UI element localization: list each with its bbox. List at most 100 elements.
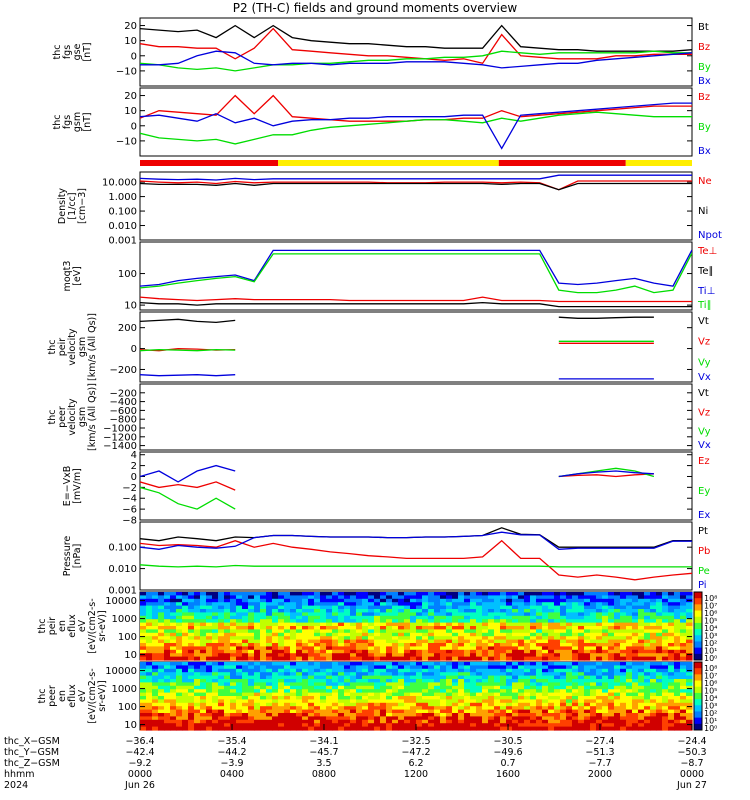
heatmap-cell [368,632,375,637]
heatmap-cell [320,605,327,610]
heatmap-cell [302,639,309,644]
heatmap-cell [500,716,507,721]
heatmap-cell [230,668,237,673]
heatmap-cell [482,598,489,603]
heatmap-cell [194,723,201,728]
heatmap-cell [566,719,573,724]
heatmap-cell [464,675,471,680]
heatmap-cell [200,702,207,707]
heatmap-cell [476,685,483,690]
heatmap-cell [146,629,153,634]
heatmap-cell [392,662,399,666]
heatmap-cell [386,709,393,714]
heatmap-cell [530,699,537,704]
heatmap-cell [248,719,255,724]
heatmap-cell [620,723,627,728]
heatmap-cell [248,726,255,731]
heatmap-cell [416,646,423,651]
heatmap-cell [578,682,585,687]
heatmap-cell [242,706,249,711]
heatmap-cell [656,706,663,711]
heatmap-cell [422,598,429,603]
heatmap-cell [284,615,291,620]
heatmap-cell [194,615,201,620]
heatmap-cell [608,602,615,607]
heatmap-cell [488,699,495,704]
heatmap-cell [602,672,609,677]
heatmap-cell [428,716,435,721]
heatmap-cell [254,675,261,680]
heatmap-cell [608,612,615,617]
heatmap-cell [440,675,447,680]
heatmap-cell [158,685,165,690]
heatmap-cell [524,619,531,624]
heatmap-cell [338,689,345,694]
heatmap-cell [458,692,465,697]
heatmap-cell [254,662,261,666]
heatmap-cell [248,675,255,680]
heatmap-cell [320,726,327,731]
heatmap-cell [476,612,483,617]
heatmap-cell [176,609,183,613]
heatmap-cell [500,615,507,620]
heatmap-cell [410,685,417,690]
heatmap-cell [344,692,351,697]
heatmap-cell [380,592,387,596]
heatmap-cell [332,668,339,673]
heatmap-cell [206,675,213,680]
heatmap-cell [542,716,549,721]
heatmap-cell [206,696,213,700]
y-tick-label: −800 [110,415,137,426]
heatmap-cell [458,656,465,661]
heatmap-cell [632,682,639,687]
heatmap-cell [680,692,687,697]
heatmap-cell [434,605,441,610]
heatmap-cell [320,672,327,677]
heatmap-cell [284,656,291,661]
heatmap-cell [674,609,681,613]
heatmap-cell [194,602,201,607]
heatmap-cell [302,656,309,661]
heatmap-cell [212,632,219,637]
heatmap-cell [170,702,177,707]
heatmap-cell [386,719,393,724]
x-tick-label: −50.3 [677,747,706,758]
heatmap-cell [458,643,465,647]
heatmap-cell [224,626,231,630]
heatmap-cell [146,665,153,670]
heatmap-cell [218,723,225,728]
heatmap-cell [164,639,171,644]
heatmap-cell [536,699,543,704]
heatmap-cell [164,709,171,714]
heatmap-cell [662,723,669,728]
heatmap-cell [560,713,567,717]
heatmap-cell [152,675,159,680]
heatmap-cell [374,636,381,641]
heatmap-cell [638,716,645,721]
heatmap-cell [584,706,591,711]
heatmap-cell [182,668,189,673]
heatmap-cell [524,689,531,694]
heatmap-cell [494,646,501,651]
heatmap-cell [176,685,183,690]
heatmap-cell [296,696,303,700]
heatmap-cell [284,689,291,694]
x-axis: thc_X−GSMthc_Y−GSMthc_Z−GSMhhmm2024−36.4… [4,724,707,791]
heatmap-cell [260,662,267,666]
heatmap-cell [434,636,441,641]
heatmap-cell [386,619,393,624]
heatmap-cell [536,682,543,687]
heatmap-cell [518,672,525,677]
heatmap-cell [398,716,405,721]
heatmap-cell [422,592,429,596]
heatmap-cell [152,598,159,603]
heatmap-cell [410,668,417,673]
heatmap-cell [464,709,471,714]
heatmap-cell [416,615,423,620]
heatmap-cell [410,649,417,654]
heatmap-cell [272,692,279,697]
heatmap-cell [554,668,561,673]
x-row-label: thc_Y−GSM [4,747,59,758]
x-tick-label: −3.9 [220,758,243,769]
heatmap-cell [680,605,687,610]
